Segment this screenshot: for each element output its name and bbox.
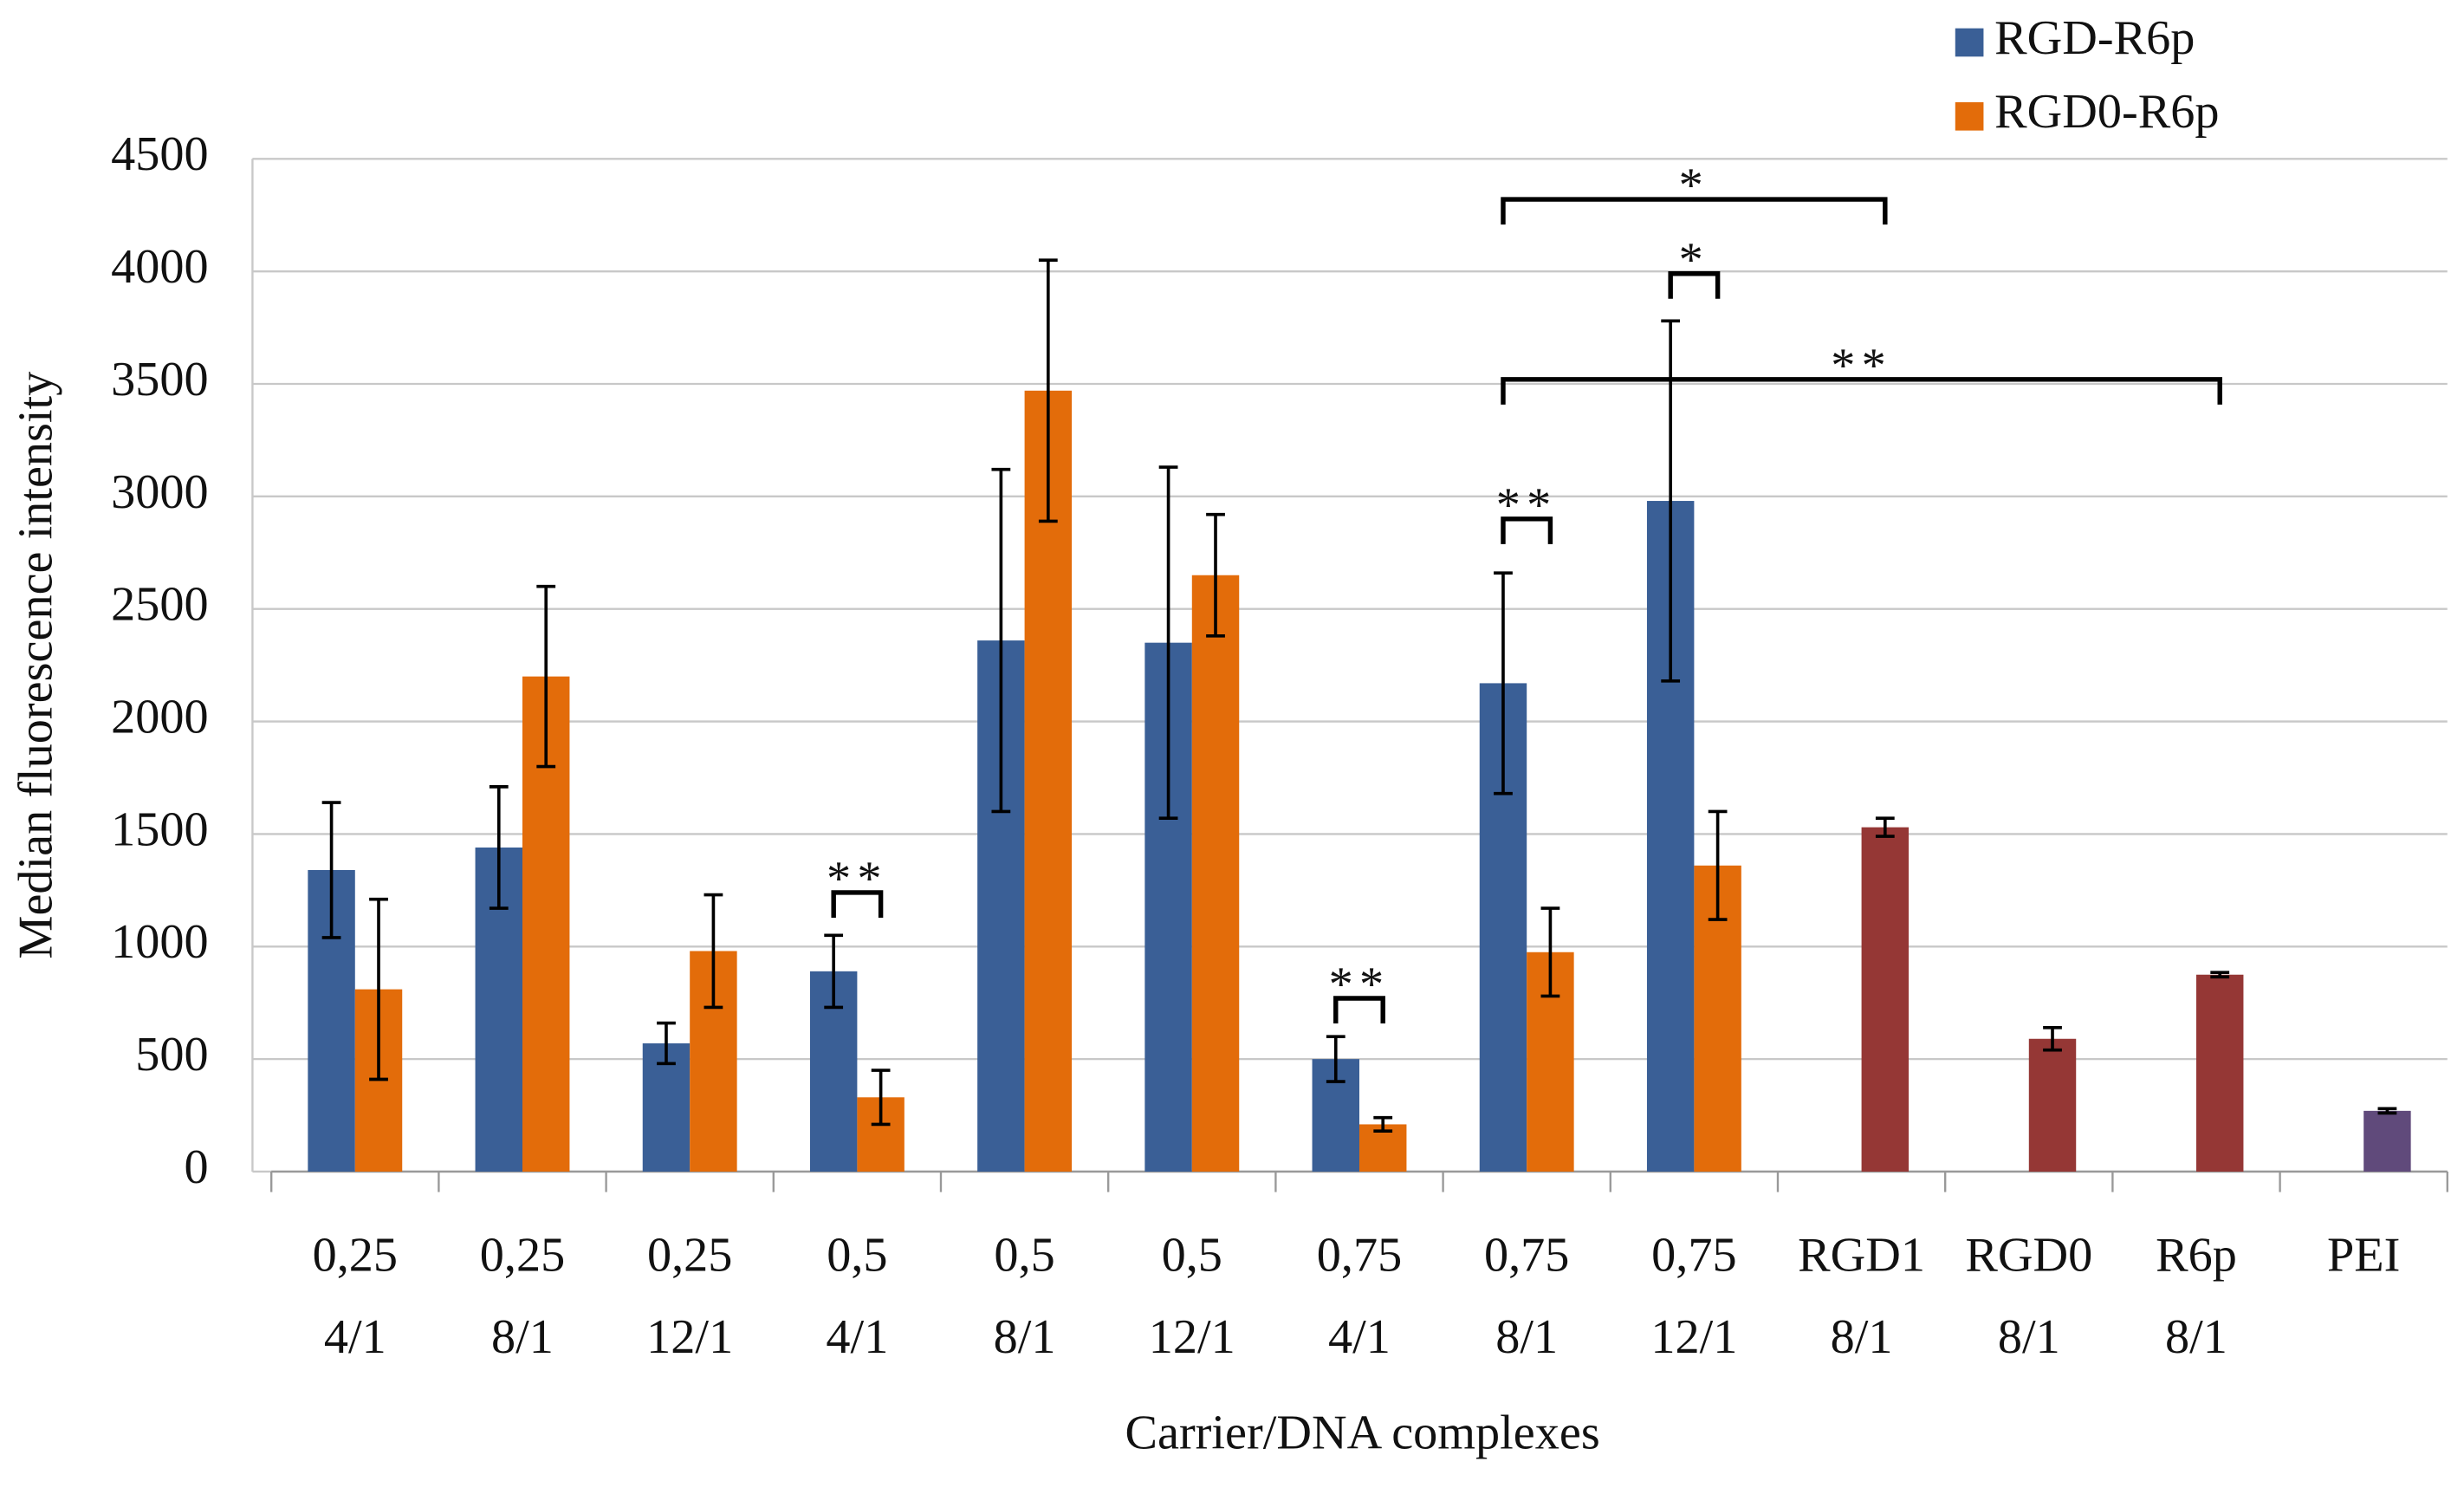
x-tick-label: 0,5 [994,1229,1054,1283]
y-tick-label: 1000 [111,915,209,969]
x-tick-label: 8/1 [1495,1310,1558,1364]
y-tick-label: 3000 [111,465,209,519]
x-tick-label: 0,75 [1651,1229,1736,1283]
significance-label: ** [1831,339,1892,393]
x-tick-label: RGD0 [1965,1229,2092,1283]
x-tick-label: 8/1 [2165,1310,2227,1364]
significance-bracket [1668,271,1721,299]
error-bar [704,893,723,1010]
error-bar [871,1069,891,1127]
significance-label: * [1679,159,1709,212]
significance-label: ** [1329,958,1391,1011]
x-tick-label: 12/1 [646,1310,733,1364]
error-bar [1875,816,1895,838]
significance-label: * [1679,233,1709,287]
bar [2363,1110,2411,1172]
error-bar [1038,258,1058,523]
significance-bracket [1333,996,1385,1024]
legend-swatch [1955,101,1984,131]
error-bar [657,1021,676,1066]
y-tick-label: 2500 [111,578,209,632]
x-tick-label: 4/1 [324,1310,386,1364]
x-tick-label: 0,5 [827,1229,887,1283]
significance-bracket [1501,377,2222,405]
x-tick-label: 12/1 [1650,1310,1737,1364]
legend-label: RGD-R6p [1994,11,2195,65]
error-bar [321,801,341,939]
error-bar [1494,571,1513,796]
x-tick-label: 0,25 [480,1229,565,1283]
legend-swatch [1955,28,1984,57]
error-bar [1326,1035,1345,1083]
x-tick-label: R6p [2156,1229,2237,1283]
error-bar [1708,809,1728,921]
bar [1861,827,1910,1172]
significance-label: ** [827,852,888,906]
significance-label: ** [1496,478,1558,532]
x-tick-label: 0,5 [1162,1229,1222,1283]
significance-bracket [831,890,884,918]
x-tick-label: 0,25 [647,1229,732,1283]
error-bar [489,785,509,910]
x-tick-label: PEI [2327,1229,2400,1283]
x-tick-label: 0,75 [1484,1229,1569,1283]
x-tick-label: 8/1 [491,1310,554,1364]
x-tick-label: 8/1 [994,1310,1056,1364]
x-tick-label: 4/1 [826,1310,888,1364]
x-tick-label: 12/1 [1149,1310,1235,1364]
significance-bracket [1501,516,1553,544]
error-bar [2377,1107,2397,1115]
error-bar [1373,1115,1393,1133]
error-bar [824,933,844,1010]
legend-label: RGD0-R6p [1994,85,2219,139]
error-bar [1206,512,1225,638]
error-bar [536,584,556,769]
x-axis-label: Carrier/DNA complexes [1125,1406,1599,1460]
y-tick-label: 4500 [111,127,209,181]
significance-bracket [1501,197,1888,225]
error-bar [369,897,388,1082]
y-tick-label: 1500 [111,802,209,856]
y-tick-label: 4000 [111,240,209,294]
x-tick-label: 8/1 [1998,1310,2060,1364]
x-tick-label: 4/1 [1328,1310,1391,1364]
y-tick-label: 2000 [111,690,209,744]
x-tick-label: RGD1 [1798,1229,1925,1283]
y-axis-label: Median fluorescence intensity [9,372,62,959]
bar [2028,1038,2077,1172]
y-tick-label: 0 [184,1140,208,1194]
error-bar [1158,465,1178,821]
error-bar [1540,906,1560,998]
error-bar [2043,1025,2062,1052]
x-tick-label: 0,25 [313,1229,398,1283]
x-tick-label: 8/1 [1831,1310,1893,1364]
error-bar [2210,971,2230,979]
bar [1191,575,1240,1172]
y-tick-label: 3500 [111,353,209,406]
y-tick-label: 500 [135,1028,208,1082]
bar [2195,974,2244,1172]
error-bar [991,467,1011,814]
x-tick-label: 0,75 [1317,1229,1402,1283]
